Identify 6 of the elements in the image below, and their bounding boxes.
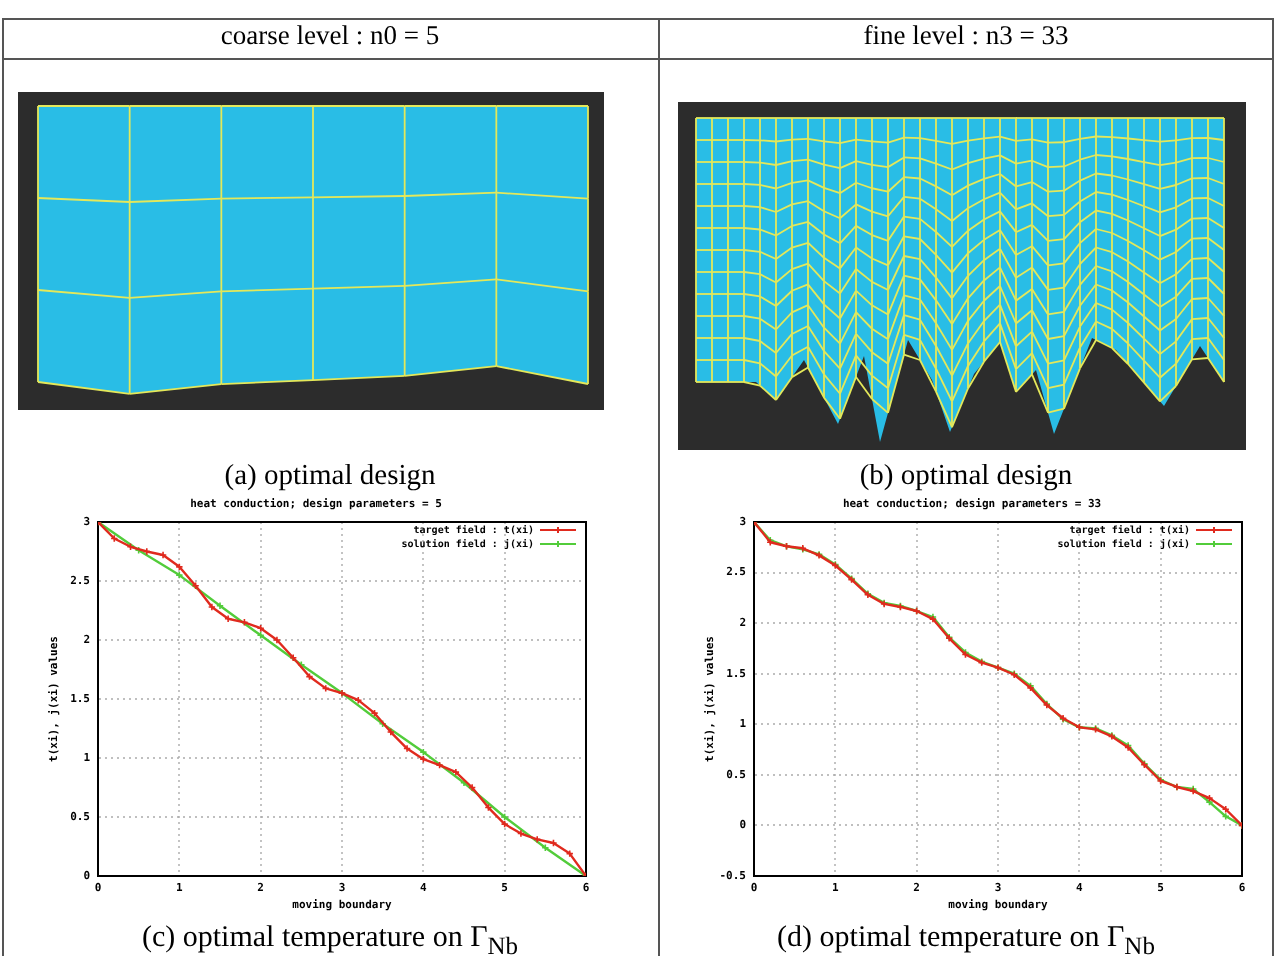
text: (b) optimal design [859, 460, 1073, 492]
text: (d) optimal temperature on Γ$_{Nb}$ [777, 922, 1155, 956]
text: fine level : n3 = 33 [863, 20, 1069, 50]
text: (a) optimal design [224, 460, 436, 492]
text: coarse level : n0 = 5 [220, 20, 440, 50]
text: (c) optimal temperature on Γ$_{Nb}$ [141, 922, 519, 956]
